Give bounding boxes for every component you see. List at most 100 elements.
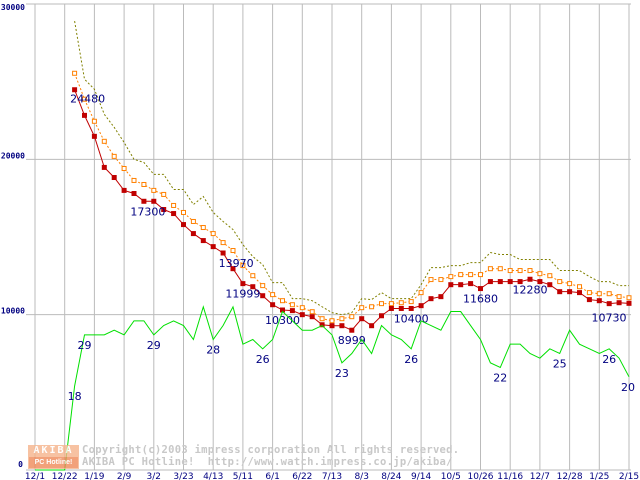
min-price-point xyxy=(497,279,503,285)
min-price-data-label: 11680 xyxy=(463,293,498,306)
x-tick-label: 12/22 xyxy=(52,472,78,480)
average-price-point xyxy=(309,309,315,315)
shop-count-data-label: 25 xyxy=(553,358,567,371)
average-price-point xyxy=(349,314,355,320)
y-tick-label: 20000 xyxy=(1,151,25,160)
x-tick-label: 1/19 xyxy=(84,472,104,480)
min-price-point xyxy=(72,87,78,93)
x-tick-label: 3/2 xyxy=(147,472,161,480)
average-price-point xyxy=(151,187,157,193)
min-price-point xyxy=(369,323,375,329)
min-price-point xyxy=(190,231,196,237)
y-tick-label: 0 xyxy=(18,460,23,469)
average-price-point xyxy=(260,283,266,289)
min-price-point xyxy=(220,250,226,256)
average-price-point xyxy=(487,266,493,272)
average-price-point xyxy=(478,272,483,278)
average-price-point xyxy=(497,266,503,272)
average-price-point xyxy=(329,318,335,324)
average-price-point xyxy=(567,281,573,287)
x-tick-label: 11/16 xyxy=(497,472,523,480)
min-price-point xyxy=(626,300,632,306)
min-price-point xyxy=(537,279,543,285)
min-price-point xyxy=(468,281,474,287)
min-price-point xyxy=(240,281,246,287)
logo-top-text: AKIBA xyxy=(33,445,74,456)
min-price-data-label: 8999 xyxy=(338,334,366,347)
min-price-point xyxy=(557,289,563,295)
min-price-point xyxy=(319,322,325,328)
x-tick-label: 12/1 xyxy=(25,472,45,480)
min-price-point xyxy=(161,207,167,213)
min-price-data-label: 10400 xyxy=(394,312,429,325)
min-price-point xyxy=(171,211,177,217)
average-price-point xyxy=(468,272,474,278)
average-price-point xyxy=(270,292,276,298)
min-price-point xyxy=(577,290,582,296)
average-price-point xyxy=(111,153,117,159)
average-price-point xyxy=(190,218,196,224)
min-price-point xyxy=(596,298,602,304)
min-price-point xyxy=(260,293,266,299)
min-price-point xyxy=(101,164,107,170)
x-tick-label: 4/13 xyxy=(203,472,223,480)
average-price-point xyxy=(388,301,394,307)
average-price-point xyxy=(280,298,285,304)
average-price-point xyxy=(240,263,246,269)
y-tick-label: 30000 xyxy=(1,3,25,12)
shop-count-data-label: 26 xyxy=(404,353,418,366)
y-tick-label: 10000 xyxy=(1,307,25,316)
min-price-point xyxy=(91,133,97,139)
average-price-point xyxy=(250,273,256,279)
x-tick-label: 12/28 xyxy=(557,472,583,480)
min-price-data-label: 10730 xyxy=(592,311,627,324)
average-price-point xyxy=(547,273,553,279)
x-tick-label: 6/22 xyxy=(292,472,312,480)
average-price-point xyxy=(369,304,375,310)
x-tick-label: 9/14 xyxy=(411,472,431,480)
min-price-point xyxy=(349,327,355,333)
x-tick-label: 6/1 xyxy=(265,472,279,480)
min-price-point xyxy=(478,286,483,292)
min-price-data-label: 13970 xyxy=(219,257,254,270)
x-tick-label: 10/26 xyxy=(468,472,494,480)
min-price-data-label: 10300 xyxy=(265,314,300,327)
average-price-point xyxy=(557,279,563,285)
average-price-point xyxy=(91,118,97,124)
x-tick-label: 10/5 xyxy=(441,472,461,480)
min-price-point xyxy=(181,222,186,228)
x-tick-label: 7/13 xyxy=(322,472,342,480)
min-price-point xyxy=(141,198,147,204)
min-price-point xyxy=(111,175,117,181)
min-price-point xyxy=(210,244,216,250)
min-price-point xyxy=(329,323,335,329)
shop-count-data-label: 29 xyxy=(147,339,161,352)
min-price-point xyxy=(517,279,523,285)
min-price-point xyxy=(200,238,206,244)
average-price-point xyxy=(101,138,107,144)
min-price-point xyxy=(458,282,464,288)
min-price-point xyxy=(151,198,157,204)
site-url-watermark: AKIBA PC Hotline! http://www.watch.impre… xyxy=(82,456,453,468)
x-tick-label: 5/11 xyxy=(233,472,253,480)
average-price-point xyxy=(220,240,226,246)
min-price-point xyxy=(408,305,414,311)
shop-count-data-label: 28 xyxy=(206,344,220,357)
average-price-point xyxy=(517,268,523,274)
min-price-point xyxy=(567,289,573,295)
shop-count-data-label: 20 xyxy=(621,381,635,394)
logo-bottom-text: PC Hotline! xyxy=(29,457,78,468)
min-price-point xyxy=(230,266,236,272)
min-price-point xyxy=(131,191,137,197)
min-price-data-label: 24480 xyxy=(70,93,105,106)
min-price-point xyxy=(398,305,404,311)
average-price-point xyxy=(418,290,424,296)
average-price-point xyxy=(606,291,612,297)
average-price-point xyxy=(141,181,147,187)
average-price-point xyxy=(299,305,305,311)
average-price-point xyxy=(537,271,543,277)
average-price-point xyxy=(379,301,384,307)
average-price-point xyxy=(408,299,414,305)
x-tick-label: 12/7 xyxy=(530,472,550,480)
